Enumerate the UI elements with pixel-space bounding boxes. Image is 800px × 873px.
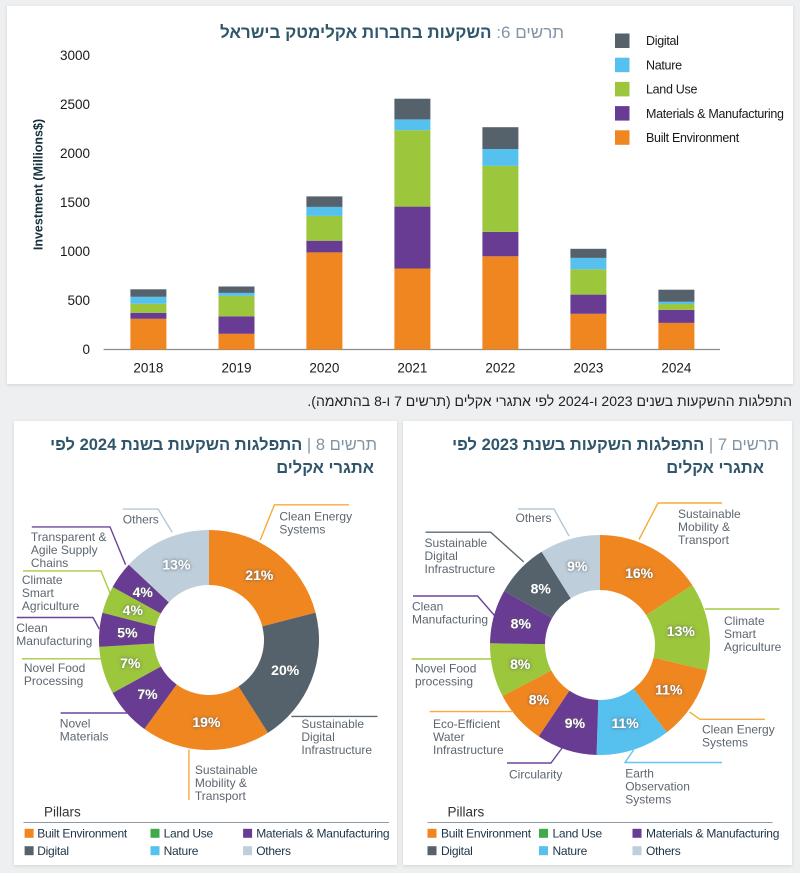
svg-text:Built Environment: Built Environment <box>37 826 128 840</box>
svg-text:Others: Others <box>123 512 159 526</box>
svg-text:4%: 4% <box>133 584 154 600</box>
svg-text:Pillars: Pillars <box>44 805 81 820</box>
svg-text:9%: 9% <box>567 558 588 574</box>
svg-text:Investment (Millions$): Investment (Millions$) <box>32 119 46 250</box>
svg-text:2023: 2023 <box>573 361 603 376</box>
svg-text:8%: 8% <box>510 656 531 672</box>
svg-text:2020: 2020 <box>309 361 339 376</box>
svg-text:500: 500 <box>67 293 90 308</box>
svg-text:Pillars: Pillars <box>448 805 485 820</box>
svg-text:Nature: Nature <box>164 844 199 858</box>
svg-text:2024: 2024 <box>661 361 692 376</box>
svg-text:11%: 11% <box>655 682 683 698</box>
svg-text:13%: 13% <box>667 623 696 639</box>
svg-text:Circularity: Circularity <box>509 768 562 782</box>
svg-text:Others: Others <box>646 844 681 858</box>
svg-text:Digital: Digital <box>37 844 69 858</box>
svg-text:9%: 9% <box>565 715 586 731</box>
svg-text:13%: 13% <box>162 557 191 573</box>
svg-text:Digital: Digital <box>646 34 679 48</box>
svg-text:4%: 4% <box>123 602 144 618</box>
svg-text:2018: 2018 <box>133 361 163 376</box>
svg-text:Land Use: Land Use <box>164 826 214 840</box>
svg-text:2021: 2021 <box>397 361 427 376</box>
svg-text:Built Environment: Built Environment <box>441 826 532 840</box>
svg-text:3000: 3000 <box>60 48 90 63</box>
svg-text:Others: Others <box>516 511 552 525</box>
svg-text:Materials & Manufacturing: Materials & Manufacturing <box>256 826 389 840</box>
svg-text:2500: 2500 <box>60 97 90 112</box>
svg-text:2019: 2019 <box>221 361 251 376</box>
svg-text:1500: 1500 <box>60 195 90 210</box>
svg-text:7%: 7% <box>137 686 158 702</box>
svg-text:20%: 20% <box>271 662 300 678</box>
svg-text:Others: Others <box>256 844 291 858</box>
svg-text:1000: 1000 <box>60 244 90 259</box>
svg-text:21%: 21% <box>245 567 274 583</box>
svg-text:Land Use: Land Use <box>646 83 697 97</box>
svg-text:Nature: Nature <box>553 844 588 858</box>
svg-text:Materials & Manufacturing: Materials & Manufacturing <box>646 107 784 121</box>
svg-text:Land Use: Land Use <box>553 826 603 840</box>
svg-text:Materials & Manufacturing: Materials & Manufacturing <box>646 826 779 840</box>
svg-text:Digital: Digital <box>441 844 473 858</box>
svg-text:8%: 8% <box>529 692 550 708</box>
svg-text:Nature: Nature <box>646 58 682 72</box>
svg-text:11%: 11% <box>611 715 639 731</box>
svg-text:7%: 7% <box>120 655 141 671</box>
svg-text:Built Environment: Built Environment <box>646 131 740 145</box>
svg-text:5%: 5% <box>117 624 138 640</box>
svg-text:8%: 8% <box>531 580 552 596</box>
svg-text:0: 0 <box>82 342 90 357</box>
svg-text:2022: 2022 <box>485 361 515 376</box>
svg-text:2000: 2000 <box>60 146 90 161</box>
svg-text:16%: 16% <box>625 565 654 581</box>
svg-text:19%: 19% <box>192 714 221 730</box>
svg-text:8%: 8% <box>511 616 532 632</box>
